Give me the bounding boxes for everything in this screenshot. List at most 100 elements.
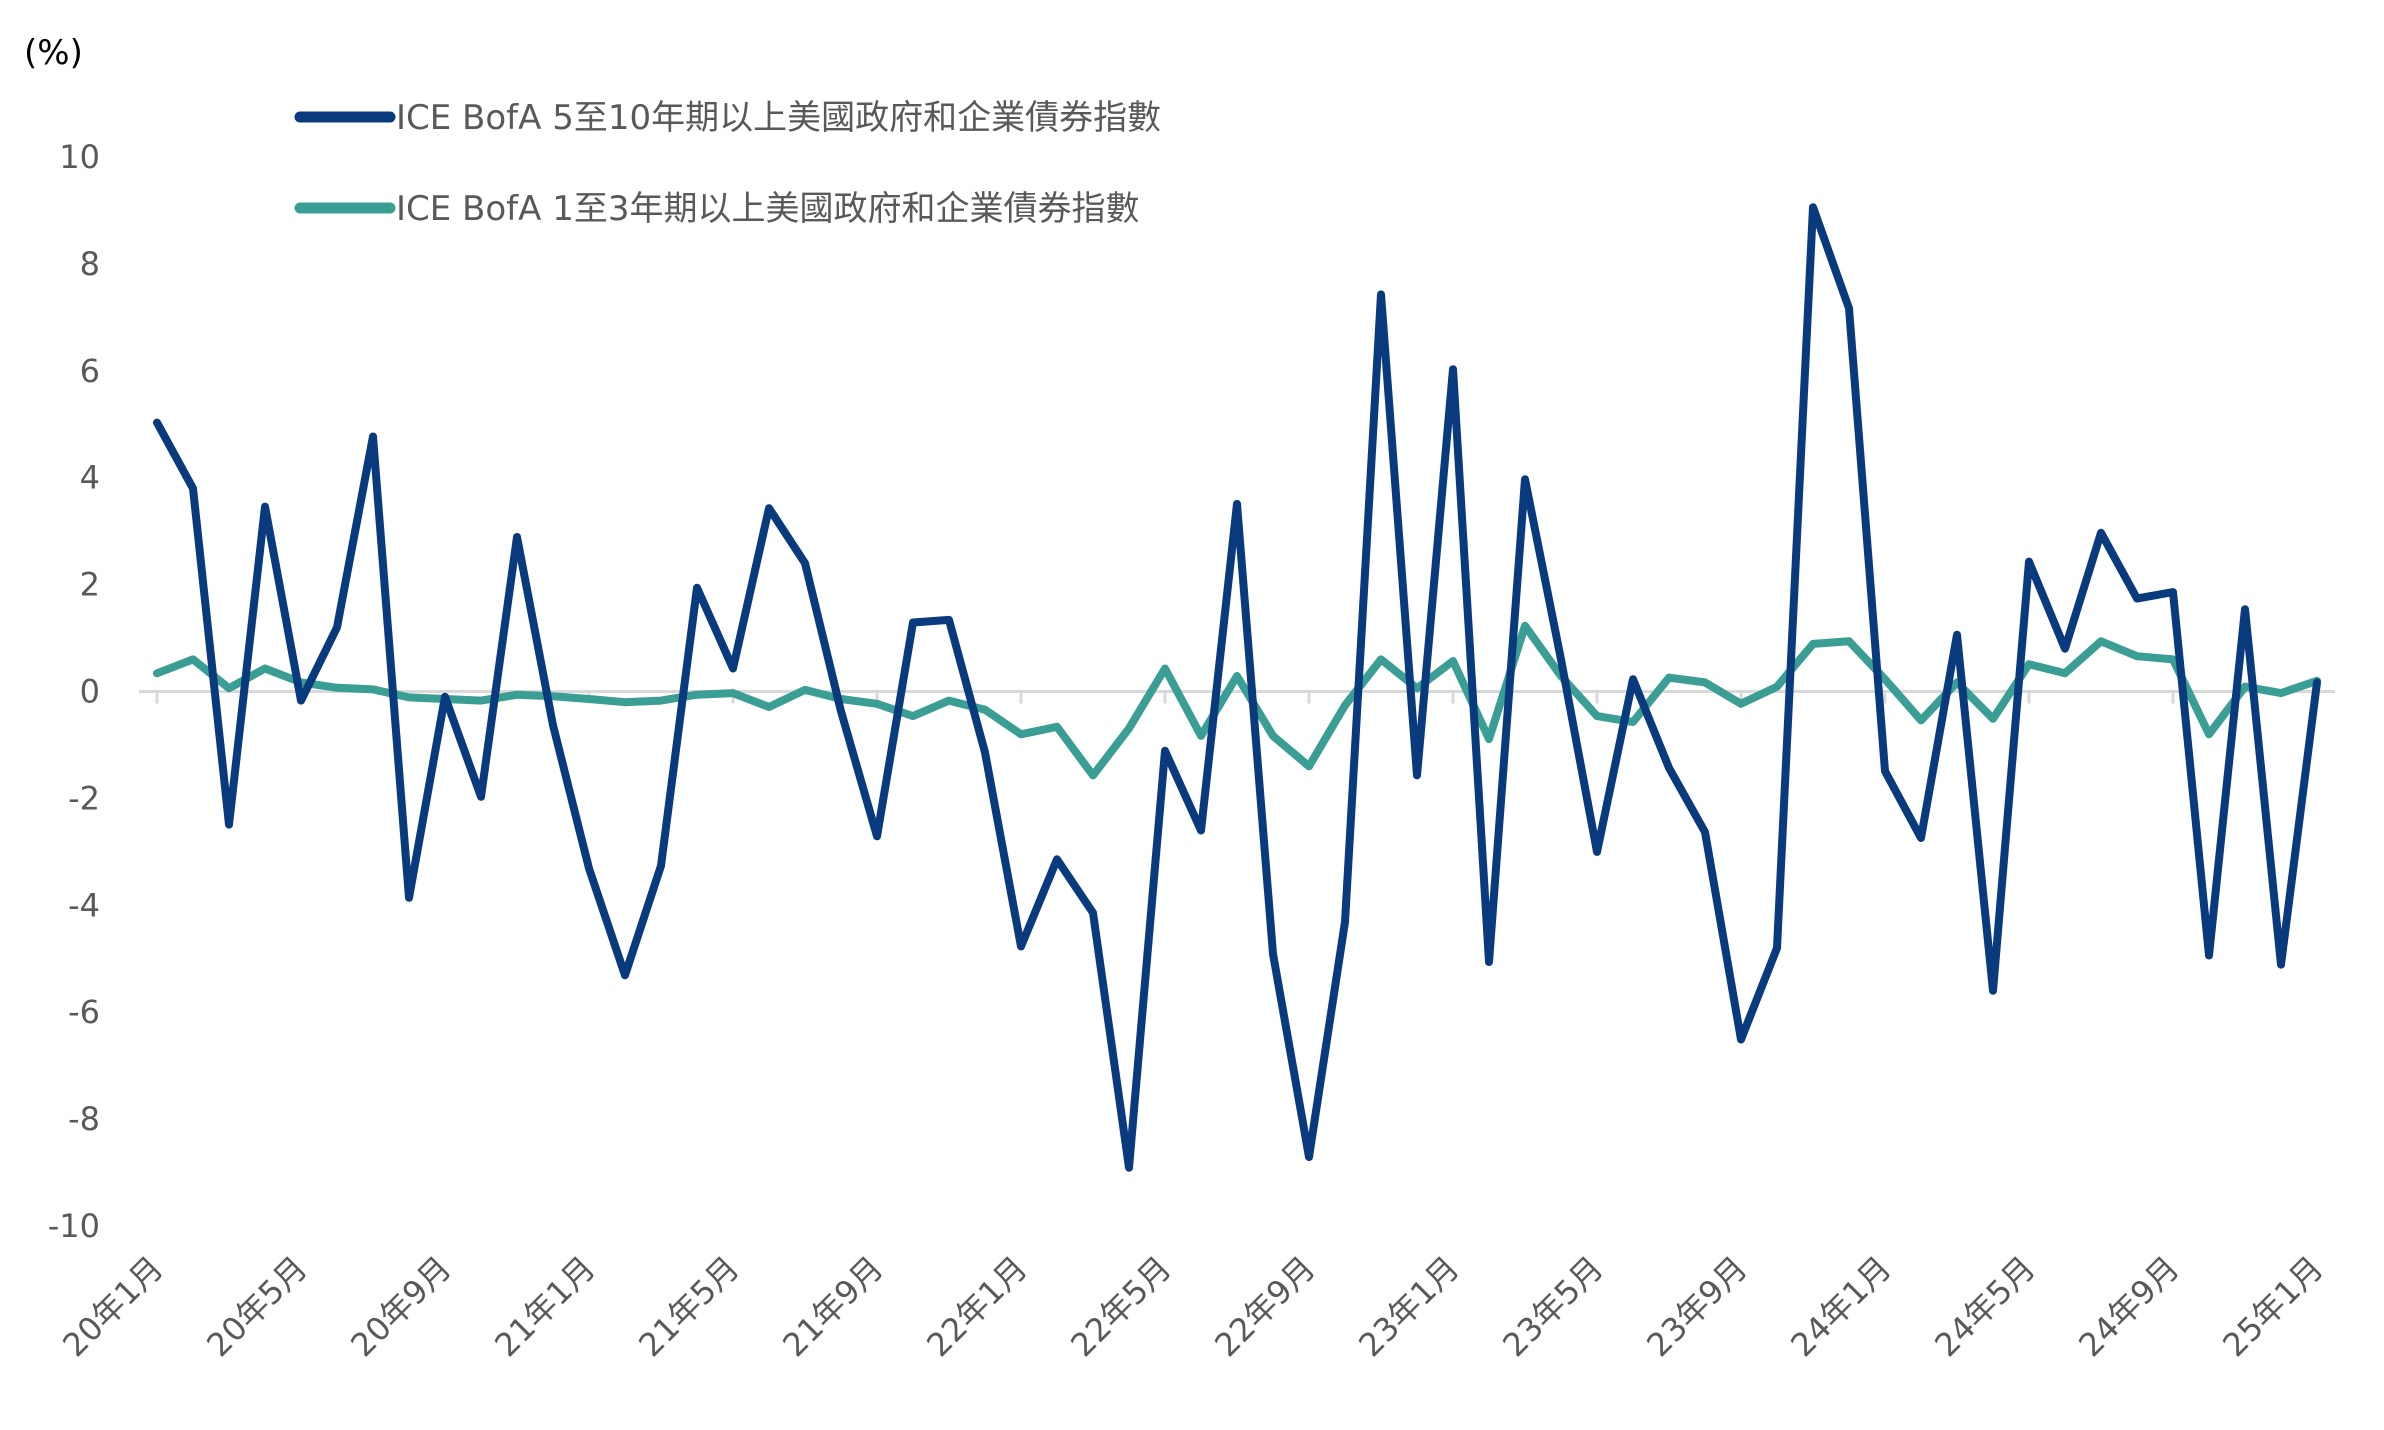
data-point-0 bbox=[1380, 293, 1382, 295]
data-point-0 bbox=[2136, 597, 2138, 599]
x-tick-label: 22年9月 bbox=[1207, 1249, 1322, 1364]
data-point-0 bbox=[480, 796, 482, 798]
data-point-0 bbox=[1524, 478, 1526, 480]
data-point-1 bbox=[660, 700, 662, 702]
data-point-0 bbox=[1056, 858, 1058, 860]
data-point-0 bbox=[948, 619, 950, 621]
data-point-0 bbox=[1272, 953, 1274, 955]
data-point-0 bbox=[588, 867, 590, 869]
data-point-0 bbox=[1848, 307, 1850, 309]
legend-label: ICE BofA 1至3年期以上美國政府和企業債券指數 bbox=[396, 189, 1139, 229]
data-point-1 bbox=[1092, 774, 1094, 776]
x-tick-label: 20年9月 bbox=[343, 1249, 458, 1364]
y-tick-label: -2 bbox=[68, 779, 100, 817]
data-point-0 bbox=[444, 696, 446, 698]
data-point-1 bbox=[2136, 655, 2138, 657]
data-point-0 bbox=[2100, 532, 2102, 534]
data-point-0 bbox=[192, 487, 194, 489]
x-tick-label: 23年9月 bbox=[1639, 1249, 1754, 1364]
y-tick-label: 4 bbox=[80, 459, 100, 497]
data-point-1 bbox=[156, 672, 158, 674]
x-tick-label: 23年5月 bbox=[1495, 1249, 1610, 1364]
data-point-0 bbox=[804, 562, 806, 564]
data-point-0 bbox=[1020, 945, 1022, 947]
data-point-0 bbox=[1740, 1038, 1742, 1040]
data-point-0 bbox=[624, 974, 626, 976]
data-point-0 bbox=[1668, 767, 1670, 769]
data-point-1 bbox=[1524, 625, 1526, 627]
data-point-0 bbox=[516, 536, 518, 538]
x-tick-label: 20年5月 bbox=[199, 1249, 314, 1364]
y-tick-label: -8 bbox=[68, 1100, 100, 1138]
data-point-1 bbox=[732, 692, 734, 694]
x-tick-label: 21年9月 bbox=[775, 1249, 890, 1364]
data-point-1 bbox=[2280, 692, 2282, 694]
data-point-1 bbox=[1776, 686, 1778, 688]
data-point-0 bbox=[768, 507, 770, 509]
data-point-1 bbox=[480, 700, 482, 702]
data-point-1 bbox=[2064, 672, 2066, 674]
data-point-1 bbox=[1308, 765, 1310, 767]
data-point-0 bbox=[408, 897, 410, 899]
data-point-0 bbox=[1992, 990, 1994, 992]
data-point-0 bbox=[840, 710, 842, 712]
x-tick-label: 21年1月 bbox=[487, 1249, 602, 1364]
data-point-1 bbox=[1236, 675, 1238, 677]
data-point-0 bbox=[2064, 648, 2066, 650]
data-point-1 bbox=[1488, 738, 1490, 740]
data-point-0 bbox=[2244, 608, 2246, 610]
data-point-0 bbox=[300, 700, 302, 702]
data-point-0 bbox=[876, 835, 878, 837]
data-point-0 bbox=[1632, 678, 1634, 680]
data-point-0 bbox=[2280, 964, 2282, 966]
data-point-1 bbox=[804, 689, 806, 691]
data-point-1 bbox=[1956, 681, 1958, 683]
data-point-1 bbox=[1704, 681, 1706, 683]
data-point-0 bbox=[552, 724, 554, 726]
data-point-1 bbox=[696, 694, 698, 696]
data-point-1 bbox=[264, 668, 266, 670]
data-point-1 bbox=[2244, 686, 2246, 688]
x-tick-label: 22年5月 bbox=[1063, 1249, 1178, 1364]
data-point-1 bbox=[1416, 687, 1418, 689]
data-point-1 bbox=[336, 687, 338, 689]
data-point-0 bbox=[1596, 851, 1598, 853]
y-tick-label: 10 bbox=[59, 138, 100, 176]
data-point-1 bbox=[912, 715, 914, 717]
x-tick-label: 24年1月 bbox=[1783, 1249, 1898, 1364]
data-point-1 bbox=[1596, 715, 1598, 717]
data-point-1 bbox=[1992, 718, 1994, 720]
data-point-0 bbox=[660, 865, 662, 867]
data-point-1 bbox=[876, 703, 878, 705]
series-line-0 bbox=[153, 203, 2321, 1172]
x-tick-label: 21年5月 bbox=[631, 1249, 746, 1364]
data-point-1 bbox=[1128, 727, 1130, 729]
data-point-1 bbox=[192, 658, 194, 660]
data-point-0 bbox=[1416, 774, 1418, 776]
data-point-0 bbox=[336, 626, 338, 628]
data-point-1 bbox=[228, 687, 230, 689]
data-point-0 bbox=[732, 668, 734, 670]
data-point-1 bbox=[2028, 663, 2030, 665]
x-tick-label: 23年1月 bbox=[1351, 1249, 1466, 1364]
data-point-0 bbox=[1812, 206, 1814, 208]
y-tick-label: 0 bbox=[80, 673, 100, 711]
data-point-1 bbox=[1380, 658, 1382, 660]
data-point-1 bbox=[1200, 735, 1202, 737]
x-tick-label: 25年1月 bbox=[2215, 1249, 2330, 1364]
data-point-0 bbox=[984, 751, 986, 753]
data-point-0 bbox=[1236, 503, 1238, 505]
data-point-0 bbox=[228, 824, 230, 826]
data-point-1 bbox=[372, 688, 374, 690]
y-tick-label: -6 bbox=[68, 993, 100, 1031]
data-point-1 bbox=[1740, 703, 1742, 705]
legend-label: ICE BofA 5至10年期以上美國政府和企業債券指數 bbox=[396, 98, 1161, 138]
data-point-1 bbox=[1164, 668, 1166, 670]
data-point-0 bbox=[1128, 1167, 1130, 1169]
data-point-0 bbox=[1092, 912, 1094, 914]
data-point-0 bbox=[156, 422, 158, 424]
data-point-0 bbox=[2028, 561, 2030, 563]
y-unit-label: (%) bbox=[24, 33, 83, 73]
data-point-1 bbox=[1452, 660, 1454, 662]
